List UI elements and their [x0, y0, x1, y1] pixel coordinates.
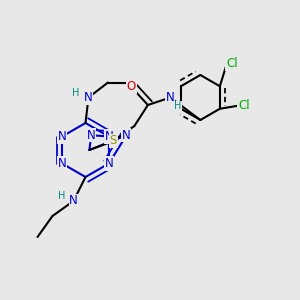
Text: N: N [69, 194, 78, 208]
Text: N: N [122, 129, 131, 142]
Text: N: N [58, 157, 67, 170]
Text: N: N [166, 91, 175, 104]
Text: N: N [84, 91, 93, 104]
Text: H: H [58, 190, 65, 201]
Text: O: O [127, 80, 136, 94]
Text: H: H [72, 88, 80, 98]
Text: S: S [110, 134, 117, 148]
Text: N: N [58, 130, 67, 143]
Text: H: H [174, 101, 182, 112]
Text: N: N [87, 129, 96, 142]
Text: N: N [104, 130, 113, 143]
Text: Cl: Cl [238, 99, 250, 112]
Text: Cl: Cl [226, 57, 238, 70]
Text: N: N [104, 157, 113, 170]
